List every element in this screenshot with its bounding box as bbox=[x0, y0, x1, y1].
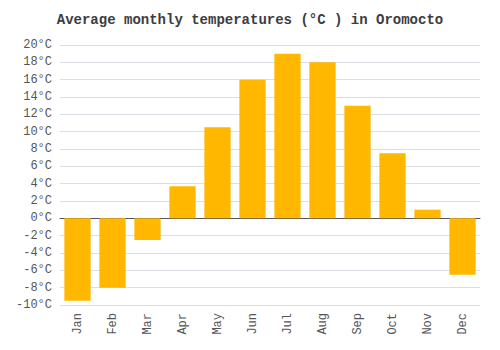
svg-text:-4°C: -4°C bbox=[23, 246, 52, 260]
svg-text:Jan: Jan bbox=[71, 313, 85, 335]
svg-text:-10°C: -10°C bbox=[16, 298, 52, 312]
svg-text:-8°C: -8°C bbox=[23, 281, 52, 295]
svg-text:8°C: 8°C bbox=[30, 142, 52, 156]
svg-text:20°C: 20°C bbox=[23, 38, 52, 52]
svg-text:6°C: 6°C bbox=[30, 159, 52, 173]
svg-text:Mar: Mar bbox=[141, 313, 155, 335]
svg-text:12°C: 12°C bbox=[23, 107, 52, 121]
svg-text:10°C: 10°C bbox=[23, 125, 52, 139]
svg-text:Aug: Aug bbox=[316, 313, 330, 335]
svg-text:Apr: Apr bbox=[176, 313, 190, 335]
svg-text:0°C: 0°C bbox=[30, 211, 52, 225]
svg-text:-6°C: -6°C bbox=[23, 263, 52, 277]
svg-text:Dec: Dec bbox=[456, 313, 470, 335]
svg-text:14°C: 14°C bbox=[23, 90, 52, 104]
svg-text:May: May bbox=[211, 313, 225, 335]
svg-text:2°C: 2°C bbox=[30, 194, 52, 208]
svg-text:Jul: Jul bbox=[281, 313, 295, 335]
svg-text:4°C: 4°C bbox=[30, 177, 52, 191]
svg-text:18°C: 18°C bbox=[23, 55, 52, 69]
svg-text:Nov: Nov bbox=[421, 313, 435, 335]
svg-text:Feb: Feb bbox=[106, 313, 120, 335]
svg-text:Jun: Jun bbox=[246, 313, 260, 335]
svg-text:16°C: 16°C bbox=[23, 73, 52, 87]
svg-text:-2°C: -2°C bbox=[23, 229, 52, 243]
svg-text:Oct: Oct bbox=[386, 313, 400, 335]
svg-text:Average monthly temperatures (: Average monthly temperatures (°C ) in Or… bbox=[57, 12, 443, 28]
svg-text:Sep: Sep bbox=[351, 313, 365, 335]
